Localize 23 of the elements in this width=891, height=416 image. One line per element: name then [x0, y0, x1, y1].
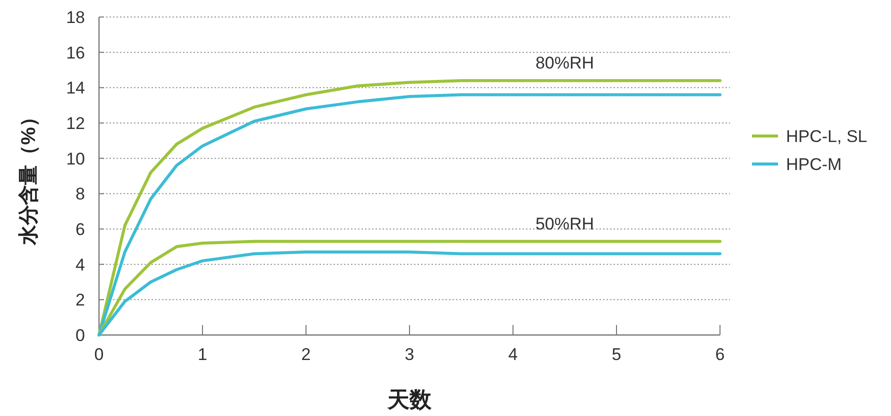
y-tick-label: 0 — [76, 326, 85, 345]
x-tick-label: 1 — [198, 345, 208, 364]
y-tick-label: 4 — [76, 255, 85, 274]
y-axis-title: 水分含量（%） — [17, 107, 40, 246]
x-tick-label: 3 — [404, 345, 414, 364]
y-tick-label: 8 — [76, 184, 85, 204]
y-tick-label: 2 — [76, 290, 85, 310]
x-tick-label: 5 — [612, 345, 622, 364]
y-tick-label: 18 — [66, 8, 85, 27]
annotation: 50%RH — [535, 214, 594, 234]
y-tick-label: 14 — [66, 78, 85, 98]
y-tick-label: 6 — [76, 220, 85, 239]
x-axis-title: 天数 — [386, 387, 432, 412]
y-tick-label: 12 — [66, 114, 85, 133]
y-tick-label: 16 — [66, 43, 85, 62]
x-tick-label: 6 — [715, 345, 725, 364]
legend-label: HPC-M — [786, 155, 842, 174]
legend-label: HPC-L, SL — [786, 127, 868, 146]
x-tick-label: 2 — [301, 345, 311, 364]
y-tick-label: 10 — [66, 149, 85, 168]
annotation: 80%RH — [535, 54, 594, 73]
x-tick-label: 0 — [94, 345, 104, 364]
x-tick-label: 4 — [508, 345, 518, 364]
